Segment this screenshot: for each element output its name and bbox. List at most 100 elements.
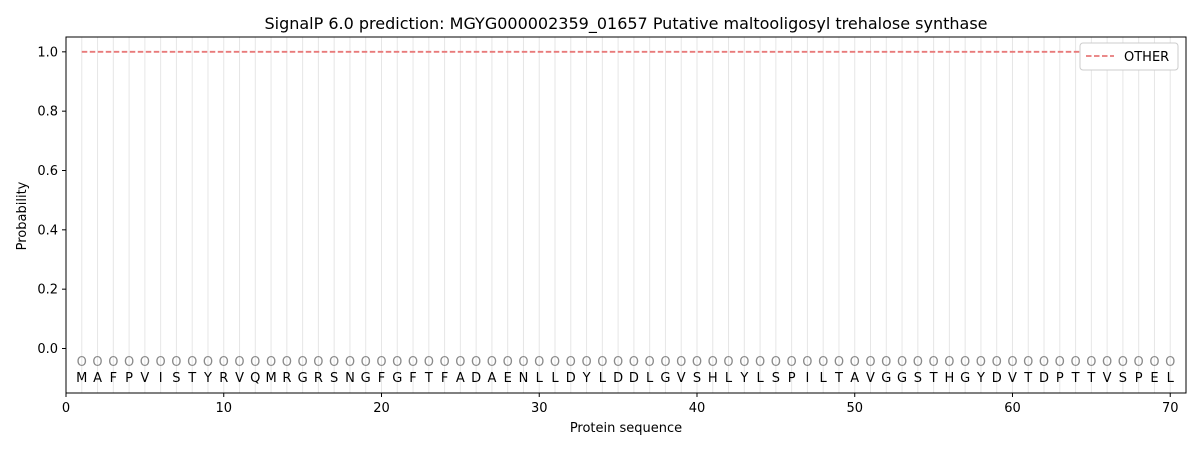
residue-label: D [613,371,623,386]
state-label: O [1118,355,1128,370]
y-tick-label: 1.0 [37,45,58,60]
state-label: O [156,355,166,370]
residue-label: N [519,371,529,386]
state-label: O [329,355,339,370]
residue-label: I [805,371,809,386]
residue-label: V [140,371,149,386]
residue-label: P [125,371,133,386]
state-label: O [944,355,954,370]
state-label: O [708,355,718,370]
state-label: O [897,355,907,370]
residue-label: L [551,371,559,386]
state-label: O [739,355,749,370]
x-axis-ticks: 0 10 20 30 40 50 60 70 [62,393,1178,416]
residue-label: S [914,371,922,386]
residue-label: L [646,371,654,386]
residue-label: V [1008,371,1017,386]
x-tick-label: 10 [215,401,232,416]
state-label: O [282,355,292,370]
state-label: O [581,355,591,370]
state-label: O [755,355,765,370]
x-tick-label: 50 [846,401,863,416]
state-label: O [455,355,465,370]
residue-label: E [1150,371,1158,386]
residue-label: T [187,371,196,386]
residue-label: S [693,371,701,386]
state-label: O [140,355,150,370]
state-label: O [298,355,308,370]
residue-label: D [629,371,639,386]
residue-label: H [708,371,718,386]
chart-title: SignalP 6.0 prediction: MGYG000002359_01… [264,14,987,34]
legend: OTHER [1079,42,1179,71]
residue-label: G [881,371,891,386]
residue-label: Q [250,371,260,386]
state-label: O [439,355,449,370]
state-label: O [250,355,260,370]
state-label: O [566,355,576,370]
state-label: O [1086,355,1096,370]
state-label: O [976,355,986,370]
state-label: O [818,355,828,370]
state-label: O [171,355,181,370]
residue-label: V [235,371,244,386]
state-label: O [1134,355,1144,370]
state-label: O [787,355,797,370]
residue-label: M [76,371,87,386]
residue-label: A [456,371,465,386]
y-tick-label: 0.8 [37,105,58,120]
residue-label: I [159,371,163,386]
residue-label: R [314,371,323,386]
state-label: O [408,355,418,370]
x-tick-label: 20 [373,401,390,416]
residue-label: S [1119,371,1127,386]
state-label: O [1023,355,1033,370]
residue-label: P [1056,371,1064,386]
y-axis-ticks: 0.0 0.2 0.4 0.6 0.8 1.0 [37,45,66,357]
residue-label: P [788,371,796,386]
x-tick-label: 60 [1004,401,1021,416]
residue-label: D [471,371,481,386]
y-tick-label: 0.4 [37,223,58,238]
residue-label: F [409,371,416,386]
state-label: O [1102,355,1112,370]
state-label: O [928,355,938,370]
state-label: O [77,355,87,370]
state-label: O [424,355,434,370]
residue-label: A [93,371,102,386]
residue-label: D [992,371,1002,386]
state-label: O [645,355,655,370]
residue-label: T [834,371,843,386]
state-label: O [203,355,213,370]
y-tick-label: 0.6 [37,164,58,179]
x-axis-label: Protein sequence [570,421,682,436]
residue-label: G [361,371,371,386]
state-label: O [692,355,702,370]
legend-box [1079,42,1179,71]
state-label: O [266,355,276,370]
state-label: O [219,355,229,370]
plot-frame [65,36,1187,394]
state-label: O [313,355,323,370]
residue-label: L [1167,371,1175,386]
residue-label: S [772,371,780,386]
residue-label: E [504,371,512,386]
state-label: O [881,355,891,370]
state-label: O [597,355,607,370]
residue-label: H [944,371,954,386]
residue-label: V [1103,371,1112,386]
grid-lines [81,37,1171,393]
x-tick-label: 40 [689,401,706,416]
state-label: O [487,355,497,370]
state-label: O [960,355,970,370]
residue-label: R [282,371,291,386]
y-tick-label: 0.2 [37,283,58,298]
state-label: O [124,355,134,370]
residue-label: F [441,371,448,386]
residue-label: T [1071,371,1080,386]
state-label: O [1070,355,1080,370]
state-label: O [550,355,560,370]
state-label: O [629,355,639,370]
state-label: O [802,355,812,370]
